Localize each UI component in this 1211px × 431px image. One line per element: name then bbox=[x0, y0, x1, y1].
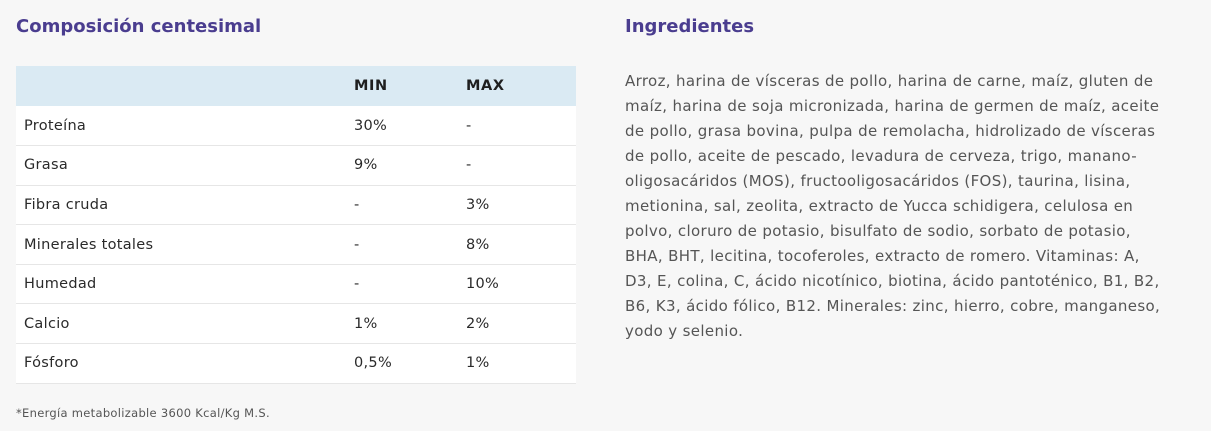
nutrient-min: 30% bbox=[354, 117, 388, 134]
nutrient-min: 0,5% bbox=[354, 355, 393, 372]
nutrient-min: - bbox=[354, 276, 360, 293]
table-header-row: MIN MAX bbox=[16, 66, 576, 106]
nutrient-max: - bbox=[466, 157, 472, 174]
nutrient-max: 1% bbox=[466, 355, 490, 372]
composition-table: MIN MAX Proteína 30% - Grasa 9% - Fibra … bbox=[16, 66, 576, 384]
nutrient-min: - bbox=[354, 196, 360, 213]
nutrient-name: Minerales totales bbox=[24, 236, 154, 253]
nutrient-name: Fósforo bbox=[24, 355, 79, 372]
table-row: Fósforo 0,5% 1% bbox=[16, 343, 576, 384]
nutrient-max: 10% bbox=[466, 276, 500, 293]
ingredients-section: Ingredientes Arroz, harina de vísceras d… bbox=[625, 14, 1170, 344]
table-row: Calcio 1% 2% bbox=[16, 303, 576, 344]
nutrient-max: 3% bbox=[466, 196, 490, 213]
table-row: Grasa 9% - bbox=[16, 145, 576, 186]
nutrient-max: 8% bbox=[466, 236, 490, 253]
header-min: MIN bbox=[354, 78, 388, 94]
nutrient-name: Calcio bbox=[24, 315, 70, 332]
composition-title: Composición centesimal bbox=[16, 16, 262, 37]
nutrient-max: - bbox=[466, 117, 472, 134]
table-row: Proteína 30% - bbox=[16, 106, 576, 146]
header-max: MAX bbox=[466, 78, 505, 94]
ingredients-text: Arroz, harina de vísceras de pollo, hari… bbox=[625, 72, 1161, 340]
nutrient-name: Proteína bbox=[24, 117, 87, 134]
composition-section: Composición centesimal MIN MAX Proteína … bbox=[16, 14, 576, 420]
nutrient-name: Grasa bbox=[24, 157, 69, 174]
nutrient-min: - bbox=[354, 236, 360, 253]
nutrient-min: 1% bbox=[354, 315, 378, 332]
nutrient-max: 2% bbox=[466, 315, 490, 332]
nutrient-name: Humedad bbox=[24, 276, 97, 293]
nutrient-min: 9% bbox=[354, 157, 378, 174]
header-nutrient bbox=[16, 66, 346, 106]
ingredients-title: Ingredientes bbox=[625, 16, 755, 37]
table-row: Minerales totales - 8% bbox=[16, 224, 576, 265]
nutrient-name: Fibra cruda bbox=[24, 196, 109, 213]
energy-footnote: *Energía metabolizable 3600 Kcal/Kg M.S. bbox=[16, 405, 270, 420]
table-row: Fibra cruda - 3% bbox=[16, 185, 576, 225]
table-row: Humedad - 10% bbox=[16, 264, 576, 304]
